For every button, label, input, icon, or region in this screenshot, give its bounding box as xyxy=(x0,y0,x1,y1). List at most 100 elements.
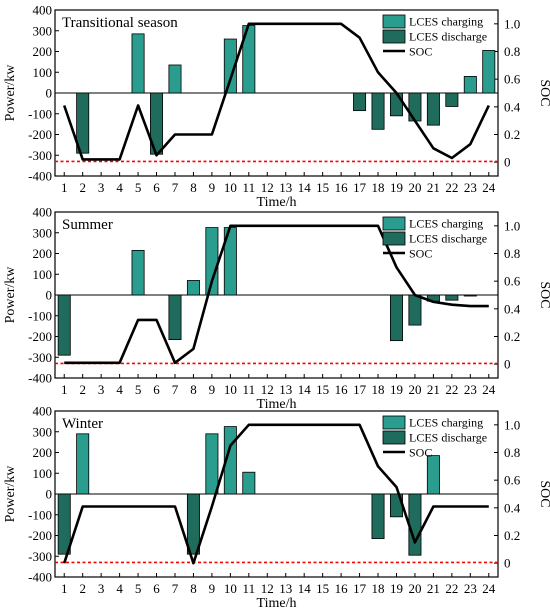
legend-label: LCES discharge xyxy=(409,431,487,445)
y2-tick-label: 0 xyxy=(504,556,511,571)
discharge-bar xyxy=(168,294,182,341)
soc-line xyxy=(62,22,490,161)
chart-title: Transitional season xyxy=(62,15,178,31)
y-tick-label: -400 xyxy=(28,169,52,184)
x-tick-label: 1 xyxy=(61,180,68,195)
y-tick-label: 200 xyxy=(33,246,53,261)
x-tick-label: 15 xyxy=(316,382,329,397)
soc-line xyxy=(62,423,489,565)
x-tick-label: 15 xyxy=(316,180,329,195)
x-tick-label: 16 xyxy=(335,180,349,195)
x-tick-label: 17 xyxy=(353,581,367,596)
y-tick-label: 0 xyxy=(46,487,53,502)
x-tick-label: 3 xyxy=(98,581,105,596)
x-tick-label: 21 xyxy=(427,382,440,397)
y2-tick-label: 0.4 xyxy=(504,500,521,515)
x-tick-label: 16 xyxy=(335,581,349,596)
x-tick-label: 6 xyxy=(153,581,160,596)
x-tick-label: 6 xyxy=(153,180,160,195)
legend-swatch xyxy=(382,430,406,445)
y-tick-label: 100 xyxy=(33,267,53,282)
discharge-bar xyxy=(186,493,200,555)
y-tick-label: 0 xyxy=(46,288,53,303)
discharge-bar xyxy=(57,493,71,555)
y2-tick-label: 0.8 xyxy=(504,246,520,261)
x-tick-label: 23 xyxy=(464,382,477,397)
y2-tick-label: 0.4 xyxy=(504,99,521,114)
charging-bar xyxy=(168,64,182,94)
y-tick-label: 300 xyxy=(33,424,53,439)
x-tick-label: 4 xyxy=(116,581,123,596)
y-tick-label: 300 xyxy=(33,23,53,38)
y2-tick-label: 0.2 xyxy=(504,127,520,142)
y2-tick-label: 0 xyxy=(504,357,511,372)
y-tick-label: -300 xyxy=(28,148,52,163)
chart-panel-3: -400 -300 -200 -100 0 100 200 300 400 0 0.2 0.4 0.6 0… xyxy=(3,404,550,611)
chart-title: Winter xyxy=(62,416,103,432)
x-tick-label: 4 xyxy=(116,382,123,397)
x-tick-label: 6 xyxy=(153,382,160,397)
y-tick-label: -200 xyxy=(28,329,52,344)
y-tick-label: -400 xyxy=(28,570,52,585)
y2-tick-label: 0.6 xyxy=(504,72,521,87)
charging-bar xyxy=(76,433,90,495)
soc-line xyxy=(64,224,489,365)
y-tick-label: 300 xyxy=(33,225,53,240)
y-tick-label: -300 xyxy=(28,549,52,564)
x-tick-label: 19 xyxy=(390,581,403,596)
x-tick-label: 12 xyxy=(261,180,274,195)
charging-bar xyxy=(223,38,237,94)
x-tick-label: 9 xyxy=(209,581,216,596)
x-tick-label: 14 xyxy=(298,581,312,596)
x-tick-label: 22 xyxy=(445,180,458,195)
y2-tick-label: 0.2 xyxy=(504,329,520,344)
discharge-bar xyxy=(408,92,422,122)
legend-label: LCES discharge xyxy=(409,232,487,246)
legend-swatch xyxy=(382,14,406,29)
y-tick-label: -200 xyxy=(28,127,52,142)
charging-bar xyxy=(131,249,145,296)
legend-label: SOC xyxy=(409,446,432,460)
x-tick-label: 19 xyxy=(390,180,403,195)
x-tick-label: 18 xyxy=(372,180,385,195)
discharge-bar xyxy=(463,294,477,297)
y-tick-label: -100 xyxy=(28,308,52,323)
x-tick-label: 19 xyxy=(390,382,403,397)
legend-label: SOC xyxy=(409,247,432,261)
discharge-bar xyxy=(389,92,403,117)
x-tick-label: 24 xyxy=(482,581,496,596)
y2-tick-label: 0.2 xyxy=(504,528,520,543)
y-tick-label: -200 xyxy=(28,528,52,543)
x-tick-label: 23 xyxy=(464,180,477,195)
y-tick-label: 100 xyxy=(33,65,53,80)
y2-tick-label: 0.4 xyxy=(504,301,521,316)
y2-axis-label: SOC xyxy=(537,79,550,106)
charging-bar xyxy=(131,33,145,94)
x-tick-label: 7 xyxy=(172,581,179,596)
x-tick-label: 3 xyxy=(98,382,105,397)
charging-bar xyxy=(242,471,256,495)
x-tick-label: 18 xyxy=(372,382,385,397)
y-tick-label: 400 xyxy=(33,404,53,419)
x-tick-label: 9 xyxy=(209,180,216,195)
discharge-bar xyxy=(389,294,403,342)
x-tick-label: 14 xyxy=(298,180,312,195)
legend-label: LCES charging xyxy=(409,217,483,231)
discharge-bar xyxy=(353,92,367,112)
y2-tick-label: 0 xyxy=(504,155,511,170)
y-tick-label: 400 xyxy=(33,3,53,18)
x-tick-label: 23 xyxy=(464,581,477,596)
x-tick-label: 5 xyxy=(135,581,142,596)
x-tick-label: 24 xyxy=(482,382,496,397)
y-tick-label: -300 xyxy=(28,350,52,365)
x-tick-label: 24 xyxy=(482,180,496,195)
legend-label: LCES charging xyxy=(409,15,483,29)
y-tick-label: 400 xyxy=(33,205,53,220)
chart-panel-1: -400 -300 -200 -100 0 100 200 300 400 0 0.2 0.4 0.6 0… xyxy=(3,3,550,211)
x-tick-label: 21 xyxy=(427,180,440,195)
x-tick-label: 11 xyxy=(243,382,256,397)
y-tick-label: 0 xyxy=(46,86,53,101)
y-tick-label: 200 xyxy=(33,44,53,59)
